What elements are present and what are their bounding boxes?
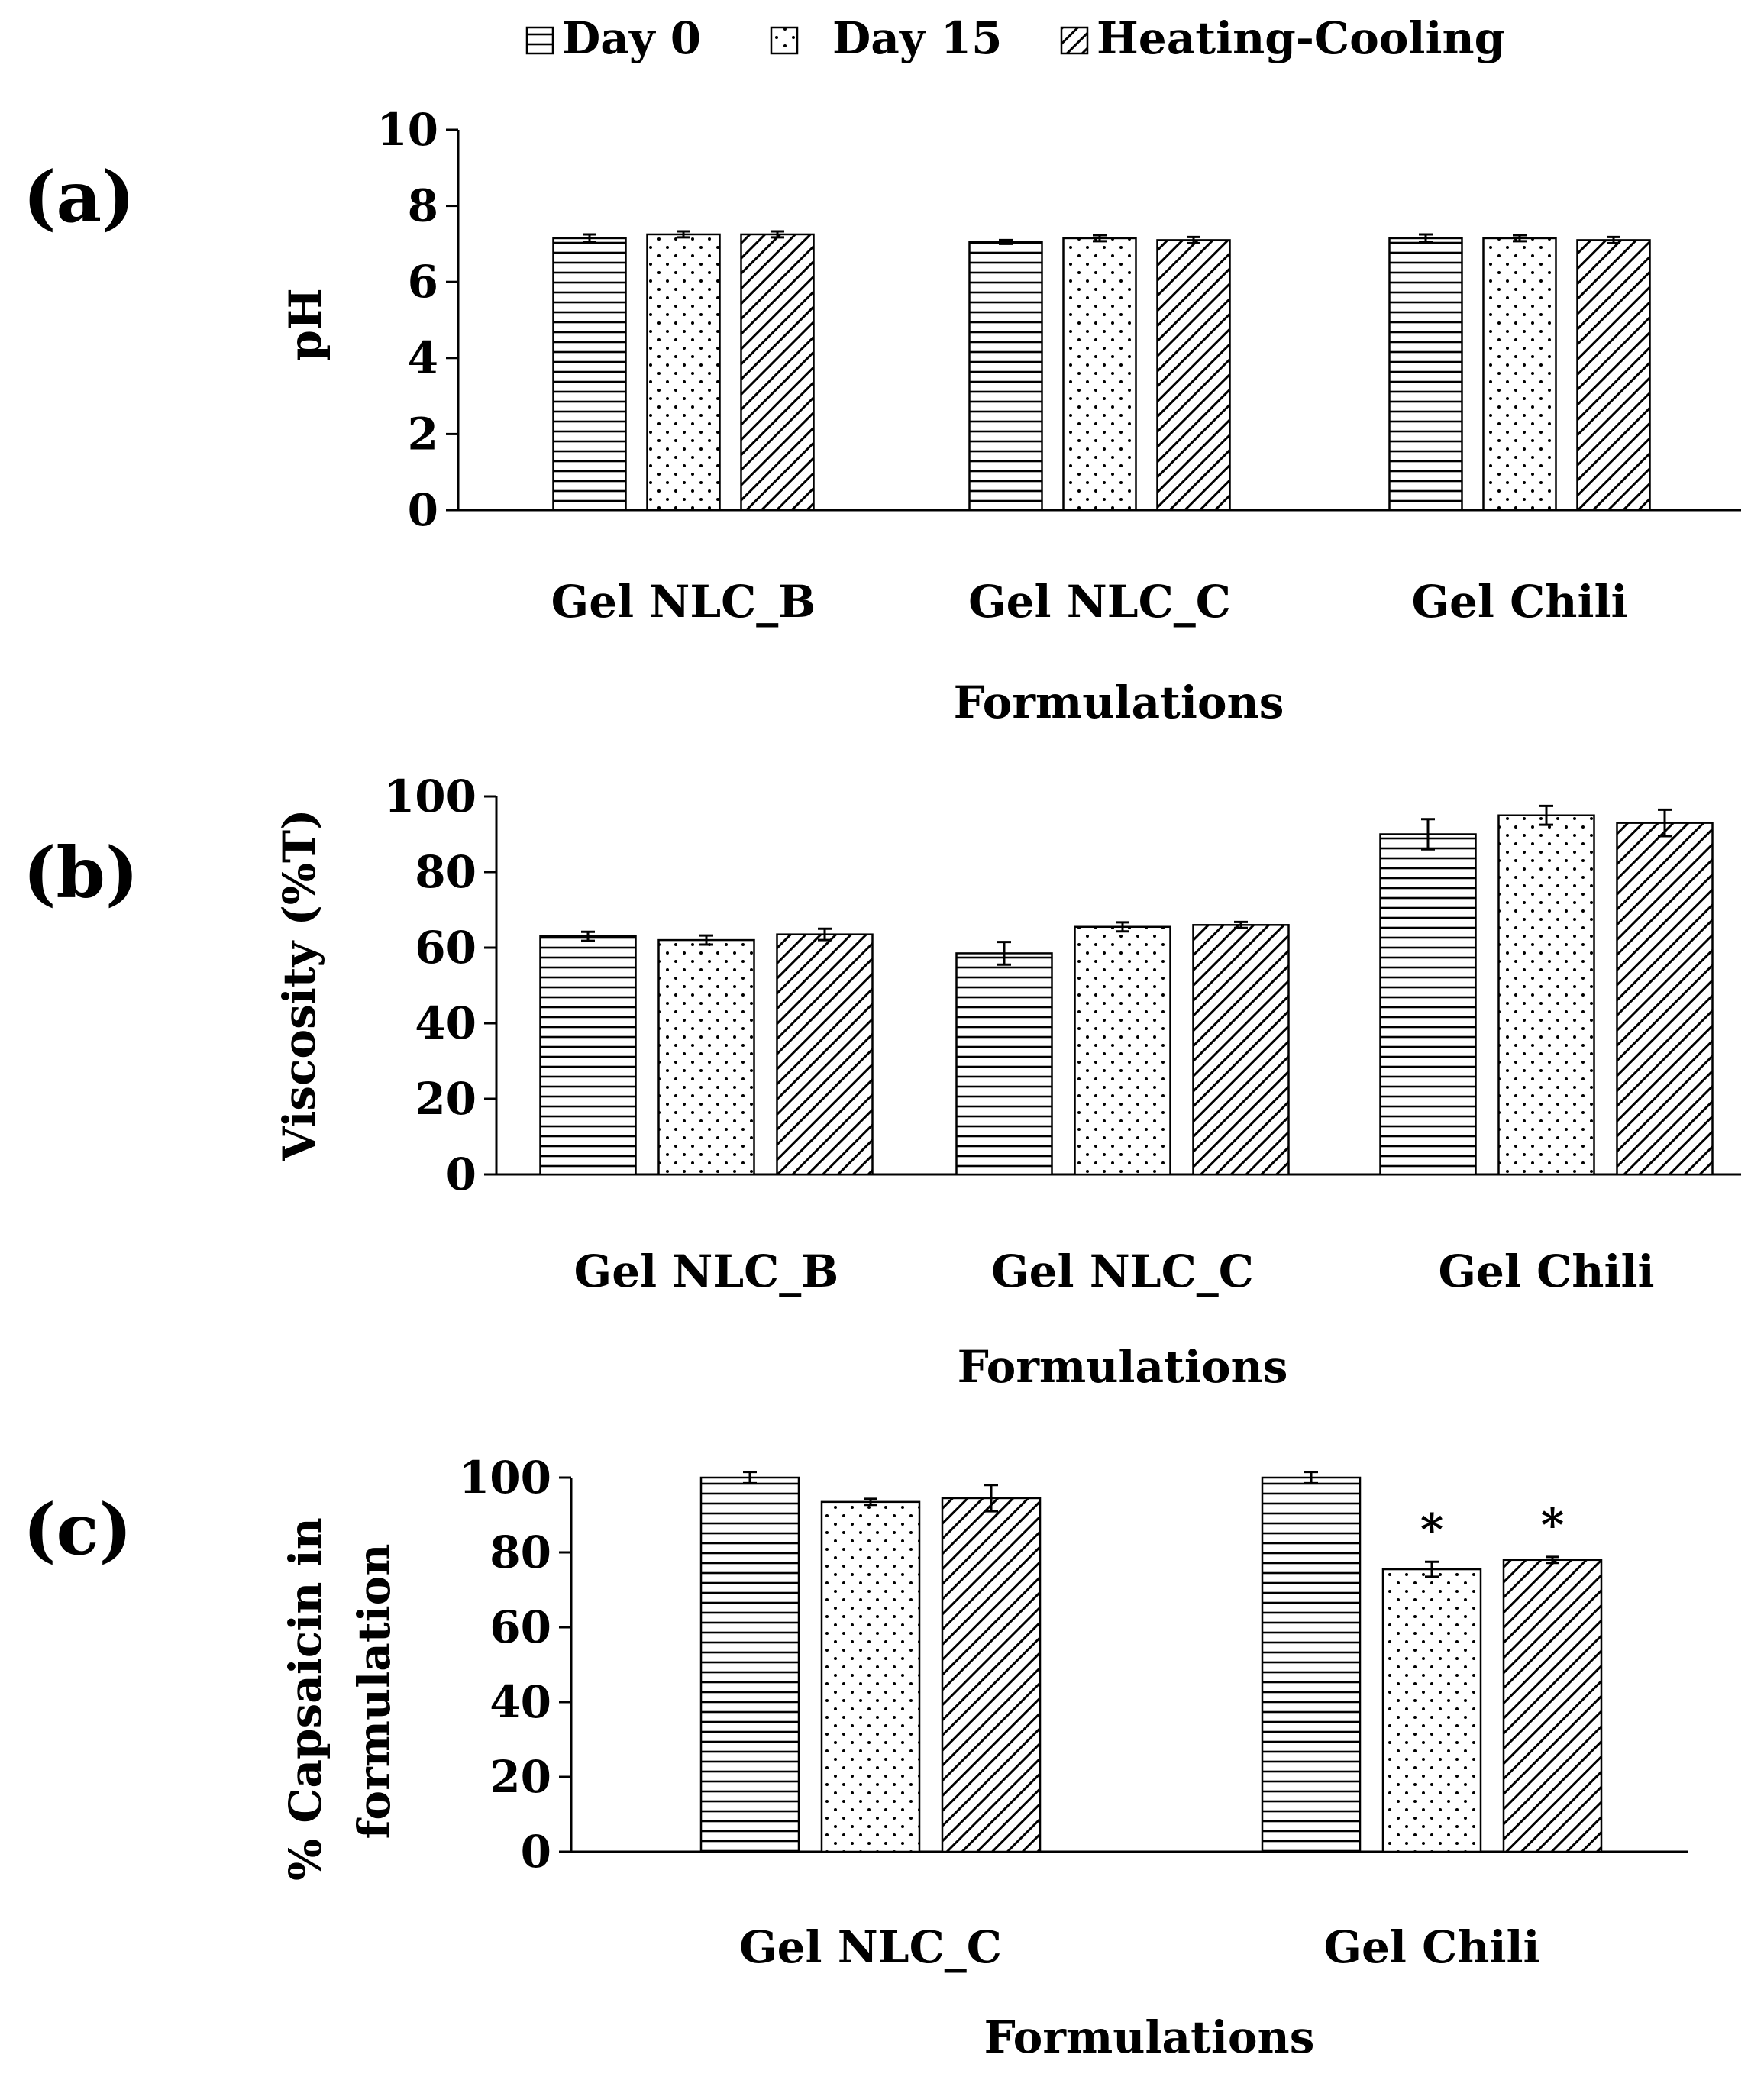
bar-day0 xyxy=(539,935,637,1176)
panel-a-x-axis-title: Formulations xyxy=(954,677,1284,728)
y-tick-label: 0 xyxy=(408,484,438,536)
x-tick-label: Gel NLC_B xyxy=(574,1245,839,1297)
x-tick-label: Gel NLC_C xyxy=(991,1245,1254,1297)
x-tick-label: Gel NLC_C xyxy=(968,576,1231,628)
y-tick-label: 6 xyxy=(408,256,438,308)
legend-label-day15: Day 15 xyxy=(832,12,1002,64)
panel-c-x-axis-title: Formulations xyxy=(984,2011,1315,2063)
bar-day15 xyxy=(1062,237,1137,512)
bar-day0 xyxy=(1388,237,1463,512)
bar-heating-cooling xyxy=(776,933,874,1176)
bar-heating-cooling xyxy=(1616,822,1714,1176)
legend-item-heating-cooling: Heating-Cooling xyxy=(1060,12,1505,64)
y-tick-label: 100 xyxy=(384,770,477,822)
bar-heating-cooling xyxy=(740,233,815,512)
x-tick-label: Gel Chili xyxy=(1411,576,1627,628)
y-tick-label: 80 xyxy=(489,1526,551,1578)
x-tick-label: Gel Chili xyxy=(1323,1921,1539,1973)
panel-b-label: (b) xyxy=(23,832,138,914)
bar-day0 xyxy=(1261,1476,1362,1853)
bar-day15 xyxy=(820,1500,921,1853)
panel-c-y-axis-title-line-1: % Capsaicin in xyxy=(279,1517,331,1881)
panel-c-y-axis-title-line-2: formulation xyxy=(348,1543,400,1839)
legend-swatch-heating-cooling xyxy=(1060,26,1089,55)
legend-label-heating-cooling: Heating-Cooling xyxy=(1097,12,1505,64)
bar-day0 xyxy=(552,237,627,512)
bar-day15 xyxy=(1074,925,1171,1176)
y-tick-label: 20 xyxy=(489,1751,551,1803)
y-tick-label: 40 xyxy=(415,997,477,1049)
panel-a-y-axis-title: pH xyxy=(279,288,331,360)
y-tick-label: 0 xyxy=(446,1148,477,1200)
bar-heating-cooling xyxy=(941,1497,1042,1853)
y-tick-label: 40 xyxy=(489,1676,551,1728)
bar-day15 xyxy=(1497,814,1595,1176)
panel-c-label: (c) xyxy=(23,1488,132,1571)
y-tick-label: 80 xyxy=(415,846,477,898)
y-tick-label: 10 xyxy=(376,104,438,156)
y-tick-label: 8 xyxy=(408,180,438,232)
panel-c-y-axis-title: % Capsaicin in formulation xyxy=(279,1502,400,1881)
bar-heating-cooling xyxy=(1156,239,1231,512)
bar-day0 xyxy=(968,241,1043,512)
bar-day15 xyxy=(1482,237,1557,512)
y-tick-label: 60 xyxy=(415,922,477,974)
y-tick-label: 20 xyxy=(415,1073,477,1125)
legend-swatch-day15 xyxy=(770,26,799,55)
bar-day0 xyxy=(1379,833,1477,1176)
significance-asterisk: * xyxy=(1541,1499,1564,1551)
panel-c-capsaicin-chart: (c) % Capsaicin in formulation Formulati… xyxy=(23,1452,1688,2063)
panel-a-ph-chart: (a) pH Formulations 0 2 4 6 8 10 Gel NLC_B Gel … xyxy=(23,104,1741,728)
panel-b-x-axis-title: Formulations xyxy=(958,1341,1288,1393)
legend: Day 0 Day 15 Heating-Cooling xyxy=(525,12,1505,64)
x-tick-label: Gel Chili xyxy=(1438,1245,1654,1297)
bar-day0 xyxy=(955,952,1053,1176)
panel-b-y-axis-title: Viscosity (%T) xyxy=(273,809,325,1161)
legend-item-day0: Day 0 xyxy=(525,12,701,64)
bar-day0 xyxy=(699,1476,800,1853)
x-tick-label: Gel NLC_C xyxy=(739,1921,1002,1973)
y-tick-label: 2 xyxy=(408,408,438,460)
legend-item-day15: Day 15 xyxy=(770,12,1002,64)
y-tick-label: 100 xyxy=(459,1452,551,1504)
panel-a-label: (a) xyxy=(23,156,135,238)
legend-label-day0: Day 0 xyxy=(562,12,701,64)
panel-b-viscosity-chart: (b) Viscosity (%T) Formulations 0 20 40 60 8… xyxy=(23,770,1741,1393)
bar-day15 xyxy=(1381,1568,1482,1853)
bar-day15 xyxy=(646,233,721,512)
significance-asterisk: * xyxy=(1420,1504,1443,1555)
x-tick-label: Gel NLC_B xyxy=(551,576,816,628)
bar-day15 xyxy=(657,938,755,1176)
bar-heating-cooling xyxy=(1502,1559,1603,1853)
bar-heating-cooling xyxy=(1576,239,1651,512)
y-tick-label: 0 xyxy=(521,1826,551,1878)
y-tick-label: 4 xyxy=(408,332,438,384)
bar-heating-cooling xyxy=(1192,924,1290,1176)
legend-swatch-day0 xyxy=(525,26,554,55)
y-tick-label: 60 xyxy=(489,1601,551,1653)
